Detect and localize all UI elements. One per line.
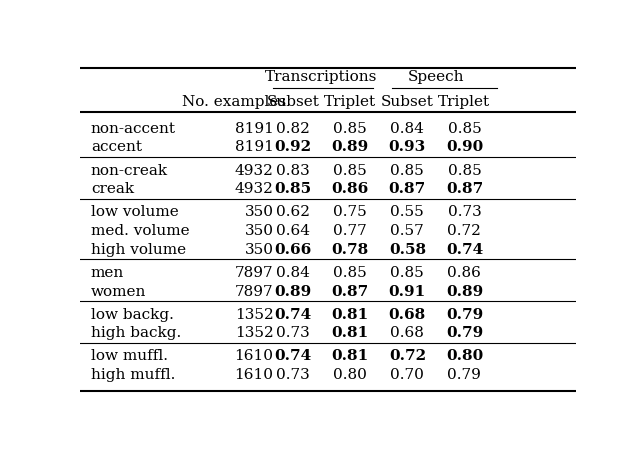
Text: 0.80: 0.80: [446, 349, 483, 363]
Text: women: women: [91, 285, 147, 298]
Text: 1352: 1352: [235, 326, 273, 340]
Text: 0.85: 0.85: [275, 182, 312, 196]
Text: Triplet: Triplet: [324, 95, 376, 109]
Text: 0.85: 0.85: [390, 164, 424, 178]
Text: 0.85: 0.85: [447, 164, 481, 178]
Text: 0.81: 0.81: [332, 326, 369, 340]
Text: low backg.: low backg.: [91, 307, 174, 322]
Text: 0.62: 0.62: [276, 205, 310, 219]
Text: 0.84: 0.84: [276, 266, 310, 280]
Text: 0.85: 0.85: [333, 122, 367, 136]
Text: 0.86: 0.86: [447, 266, 481, 280]
Text: 0.86: 0.86: [332, 182, 369, 196]
Text: 0.75: 0.75: [333, 205, 367, 219]
Text: 4932: 4932: [235, 182, 273, 196]
Text: 0.64: 0.64: [276, 224, 310, 238]
Text: 0.89: 0.89: [332, 140, 369, 155]
Text: No. examples: No. examples: [182, 95, 286, 109]
Text: 4932: 4932: [235, 164, 273, 178]
Text: accent: accent: [91, 140, 142, 155]
Text: low muffl.: low muffl.: [91, 349, 168, 363]
Text: 0.74: 0.74: [275, 307, 312, 322]
Text: 0.79: 0.79: [446, 307, 483, 322]
Text: 0.68: 0.68: [388, 307, 426, 322]
Text: 1352: 1352: [235, 307, 273, 322]
Text: 0.74: 0.74: [275, 349, 312, 363]
Text: 0.89: 0.89: [446, 285, 483, 298]
Text: 8191: 8191: [235, 140, 273, 155]
Text: 350: 350: [244, 205, 273, 219]
Text: 0.85: 0.85: [333, 266, 367, 280]
Text: 0.85: 0.85: [447, 122, 481, 136]
Text: 0.85: 0.85: [390, 266, 424, 280]
Text: 0.74: 0.74: [446, 243, 483, 257]
Text: 0.89: 0.89: [275, 285, 312, 298]
Text: 0.73: 0.73: [276, 326, 310, 340]
Text: high muffl.: high muffl.: [91, 368, 175, 382]
Text: 0.84: 0.84: [390, 122, 424, 136]
Text: 7897: 7897: [235, 285, 273, 298]
Text: low volume: low volume: [91, 205, 179, 219]
Text: 0.58: 0.58: [388, 243, 426, 257]
Text: 0.85: 0.85: [333, 164, 367, 178]
Text: med. volume: med. volume: [91, 224, 189, 238]
Text: Triplet: Triplet: [438, 95, 490, 109]
Text: 0.72: 0.72: [388, 349, 426, 363]
Text: high volume: high volume: [91, 243, 186, 257]
Text: 0.87: 0.87: [446, 182, 483, 196]
Text: 0.79: 0.79: [446, 326, 483, 340]
Text: 0.82: 0.82: [276, 122, 310, 136]
Text: 0.87: 0.87: [332, 285, 369, 298]
Text: 0.87: 0.87: [388, 182, 426, 196]
Text: Speech: Speech: [408, 70, 464, 84]
Text: 0.72: 0.72: [447, 224, 481, 238]
Text: 0.78: 0.78: [332, 243, 369, 257]
Text: 0.79: 0.79: [447, 368, 481, 382]
Text: 8191: 8191: [235, 122, 273, 136]
Text: Transcriptions: Transcriptions: [266, 70, 378, 84]
Text: 0.90: 0.90: [446, 140, 483, 155]
Text: 1610: 1610: [234, 349, 273, 363]
Text: 0.81: 0.81: [332, 349, 369, 363]
Text: 0.73: 0.73: [447, 205, 481, 219]
Text: 0.57: 0.57: [390, 224, 424, 238]
Text: 0.70: 0.70: [390, 368, 424, 382]
Text: Subset: Subset: [267, 95, 320, 109]
Text: Subset: Subset: [381, 95, 434, 109]
Text: 0.83: 0.83: [276, 164, 310, 178]
Text: 0.68: 0.68: [390, 326, 424, 340]
Text: 350: 350: [244, 224, 273, 238]
Text: 7897: 7897: [235, 266, 273, 280]
Text: 0.91: 0.91: [388, 285, 426, 298]
Text: 0.66: 0.66: [275, 243, 312, 257]
Text: 1610: 1610: [234, 368, 273, 382]
Text: 0.73: 0.73: [276, 368, 310, 382]
Text: non-accent: non-accent: [91, 122, 176, 136]
Text: men: men: [91, 266, 124, 280]
Text: 0.92: 0.92: [275, 140, 312, 155]
Text: non-creak: non-creak: [91, 164, 168, 178]
Text: 0.81: 0.81: [332, 307, 369, 322]
Text: high backg.: high backg.: [91, 326, 181, 340]
Text: creak: creak: [91, 182, 134, 196]
Text: 0.80: 0.80: [333, 368, 367, 382]
Text: 0.77: 0.77: [333, 224, 367, 238]
Text: 0.55: 0.55: [390, 205, 424, 219]
Text: 0.93: 0.93: [388, 140, 426, 155]
Text: 350: 350: [244, 243, 273, 257]
